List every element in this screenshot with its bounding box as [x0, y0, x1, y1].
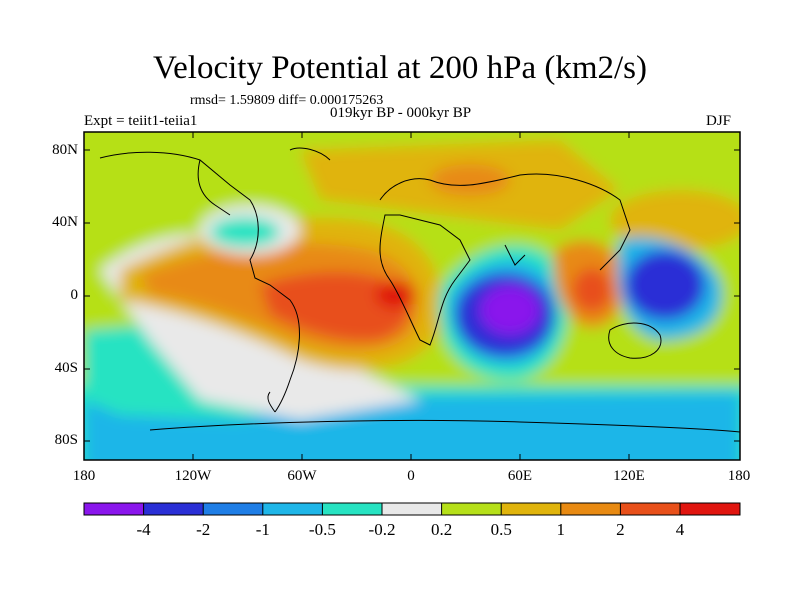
colorbar-swatch-2	[203, 503, 263, 515]
coast-australia	[608, 322, 662, 359]
colorbar-swatch-7	[501, 503, 561, 515]
period-label: 019kyr BP - 000kyr BP	[330, 105, 472, 121]
coast-hudson	[197, 159, 231, 216]
colorbar-swatch-8	[560, 503, 621, 515]
colorbar-label-7: 1	[556, 520, 566, 539]
field-pos-atlantic-core	[260, 271, 411, 341]
coast-india	[504, 244, 526, 266]
field-pos-eurasia-core	[430, 164, 510, 196]
colorbar	[83, 502, 741, 516]
field-neg-namerica	[210, 217, 280, 247]
colorbar-label-5: 0.2	[430, 520, 453, 539]
lon-label-120e: 120E	[613, 468, 645, 484]
field-neg-pacific	[625, 250, 705, 320]
map-title: Velocity Potential at 200 hPa (km2/s)	[152, 50, 648, 86]
lat-label-40n: 40N	[52, 214, 78, 230]
colorbar-swatch-4	[322, 503, 382, 515]
contour-field	[84, 132, 740, 460]
axis-ticks	[84, 132, 740, 460]
lon-label-180w: 180	[72, 468, 96, 484]
lat-label-40s: 40S	[54, 360, 78, 376]
field-neg-indian-core	[480, 285, 540, 335]
lon-label-120w: 120W	[174, 468, 212, 484]
coastlines	[99, 147, 740, 433]
coast-americas	[99, 151, 300, 413]
colorbar-swatch-1	[143, 503, 204, 515]
colorbar-label-9: 4	[675, 520, 685, 539]
lat-label-80s: 80S	[54, 432, 78, 448]
coast-africa	[379, 214, 471, 346]
colorbar-swatch-5	[382, 503, 442, 515]
colorbar-label-6: 0.5	[490, 520, 512, 539]
field-pos-pacific	[610, 190, 740, 250]
season-label: DJF	[706, 113, 732, 129]
colorbar-swatch-10	[680, 503, 740, 515]
colorbar-swatch-9	[620, 503, 680, 515]
colorbar-label-2: -1	[255, 520, 270, 539]
lon-label-60w: 60W	[287, 468, 317, 484]
field-pos-africa-max	[375, 281, 415, 309]
colorbar-label-3: -0.5	[308, 520, 336, 539]
field-pos-maritime-core	[572, 268, 612, 312]
stats-line: rmsd= 1.59809 diff= 0.000175263	[190, 93, 384, 108]
experiment-label: Expt = teiit1-teiia1	[84, 113, 198, 129]
colorbar-swatch-0	[84, 503, 144, 515]
lon-label-180e: 180	[727, 468, 751, 484]
coast-greenland	[289, 147, 331, 161]
lon-label-0: 0	[407, 468, 415, 484]
colorbar-label-4: -0.2	[368, 520, 396, 539]
colorbar-swatch-6	[441, 503, 502, 515]
colorbar-label-0: -4	[136, 520, 151, 539]
colorbar-label-8: 2	[616, 520, 625, 539]
colorbar-frame	[83, 502, 741, 516]
coast-south-tip	[267, 391, 276, 413]
coast-eurasia	[379, 173, 631, 271]
lat-label-0: 0	[70, 287, 79, 303]
coast-antarctica	[149, 419, 740, 433]
colorbar-swatch-3	[262, 503, 323, 515]
lat-label-80n: 80N	[52, 142, 78, 158]
lon-label-60e: 60E	[507, 468, 533, 484]
colorbar-label-1: -2	[196, 520, 211, 539]
